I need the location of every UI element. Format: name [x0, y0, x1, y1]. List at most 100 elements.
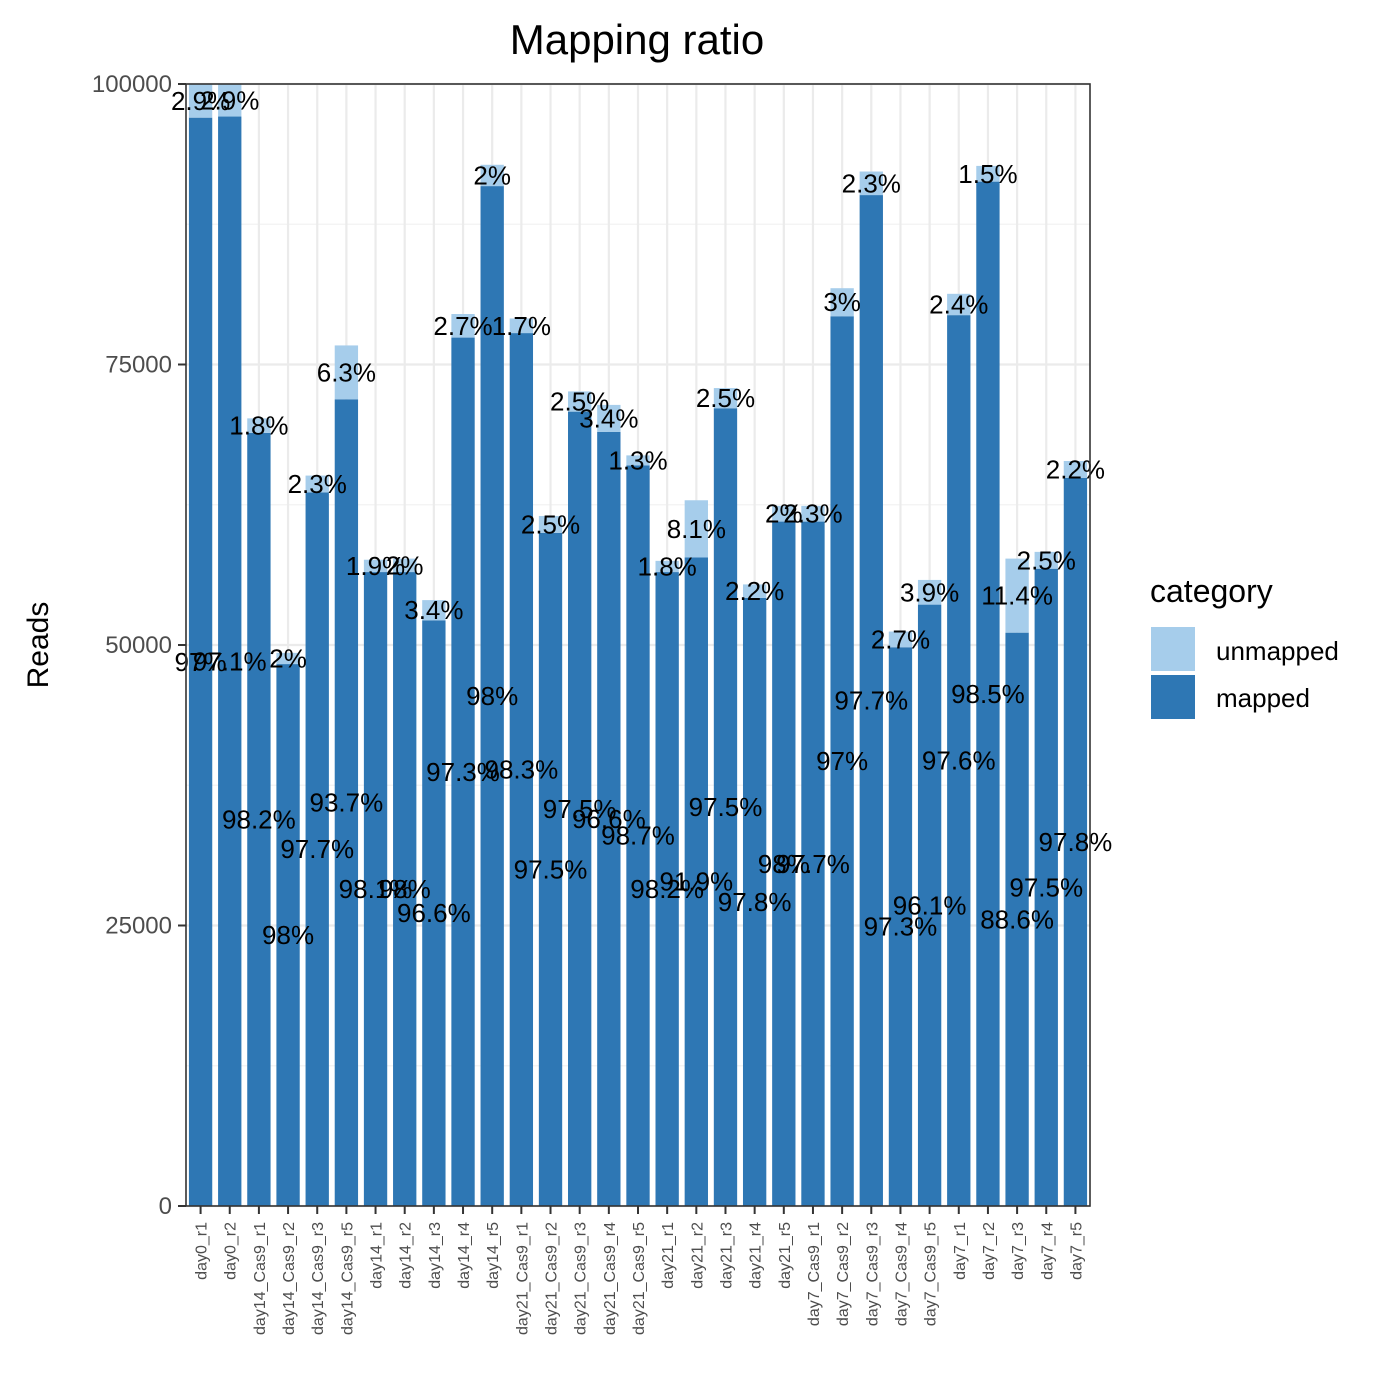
data-label-mapped: 97.6% [922, 746, 996, 776]
data-label-mapped: 98% [466, 681, 518, 711]
legend-label-unmapped: unmapped [1216, 636, 1339, 666]
bar-mapped [247, 432, 271, 1206]
x-tick-label: day7_Cas9_r3 [864, 1222, 881, 1326]
bar-unmapped [713, 388, 738, 409]
x-tick-label: day7_r3 [1010, 1222, 1027, 1280]
data-label-unmapped: 2.9% [200, 85, 259, 115]
legend: category unmapped mapped [1150, 573, 1339, 719]
bar-mapped [947, 315, 971, 1207]
bar-mapped [976, 181, 1000, 1206]
data-label-unmapped: 2% [473, 160, 511, 190]
data-label-unmapped: 11.4% [981, 581, 1053, 611]
data-label-mapped: 97.7% [776, 849, 850, 879]
data-label-mapped: 98% [758, 849, 810, 879]
data-label-mapped: 97.1% [193, 646, 267, 676]
legend-title: category [1150, 573, 1273, 609]
x-tick-label: day7_Cas9_r5 [923, 1222, 940, 1326]
data-label-layer: 97% 2.9% 97.1% 2.9% 98.2% 1.8% 98% 2% 97.7% 2.3% 9… [171, 85, 1112, 950]
data-label-mapped: 97.5% [514, 854, 588, 884]
x-tick-label: day0_r1 [194, 1222, 211, 1280]
bar-mapped [276, 664, 300, 1206]
bar-mapped [480, 186, 504, 1207]
data-label-unmapped: 3% [823, 287, 861, 317]
bar-unmapped [655, 560, 679, 573]
data-label-mapped: 97% [816, 746, 868, 776]
data-label-mapped: 97.3% [864, 912, 938, 942]
data-label-unmapped: 1.3% [608, 445, 667, 475]
data-label-mapped: 97.3% [426, 757, 500, 787]
bar-layer [188, 84, 1088, 1207]
x-tick-label: day14_r2 [398, 1222, 415, 1289]
x-tick-label: day21_r5 [777, 1222, 794, 1289]
bar-unmapped [597, 404, 621, 432]
x-tick-label: day7_r2 [981, 1222, 998, 1280]
y-axis-title: Reads [22, 602, 55, 689]
data-label-unmapped: 2.2% [725, 576, 784, 606]
bar-mapped [305, 492, 329, 1207]
data-label-unmapped: 2.4% [929, 289, 988, 319]
data-label-unmapped: 2% [269, 643, 307, 673]
data-label-unmapped: 2.3% [783, 499, 842, 529]
legend-key-mapped [1151, 675, 1195, 719]
x-tick-label: day21_r3 [718, 1222, 735, 1289]
data-label-unmapped: 3.9% [900, 577, 959, 607]
bar-mapped [655, 572, 679, 1206]
bar-unmapped [422, 600, 446, 621]
data-label-unmapped: 2.5% [550, 387, 609, 417]
x-tick-label: day21_Cas9_r2 [544, 1222, 561, 1335]
bar-unmapped [1063, 460, 1088, 478]
data-label-mapped: 98.3% [484, 755, 558, 785]
bar-unmapped [742, 584, 767, 598]
bar-mapped [626, 465, 650, 1207]
x-tick-label: day7_Cas9_r1 [806, 1222, 823, 1326]
bar-mapped [713, 408, 738, 1206]
data-label-unmapped: 2.3% [842, 168, 901, 198]
bar-unmapped [568, 391, 592, 412]
data-label-unmapped: 2.5% [521, 509, 580, 539]
x-tick-label: day21_Cas9_r4 [602, 1222, 619, 1335]
x-tick-label: day14_r1 [369, 1222, 386, 1289]
bar-unmapped [451, 314, 475, 338]
bar-unmapped [1005, 558, 1029, 633]
x-tick-label: day21_Cas9_r1 [514, 1222, 531, 1335]
data-label-unmapped: 2.7% [433, 311, 492, 341]
data-label-mapped: 97.5% [1009, 872, 1083, 902]
bar-mapped [334, 399, 359, 1207]
data-label-mapped: 98% [262, 920, 314, 950]
x-tick-label: day7_Cas9_r2 [835, 1222, 852, 1326]
x-tick-label: day7_r1 [952, 1222, 969, 1280]
bar-unmapped [1034, 551, 1058, 569]
x-tick-label: day14_r3 [427, 1222, 444, 1289]
bar-mapped [218, 116, 242, 1207]
bar-mapped [684, 557, 708, 1206]
data-label-mapped: 93.7% [310, 788, 384, 818]
data-label-unmapped: 8.1% [667, 514, 726, 544]
bar-unmapped [830, 288, 854, 317]
bar-unmapped [334, 345, 359, 400]
x-tick-label: day7_r4 [1039, 1222, 1056, 1280]
data-label-unmapped: 1.5% [958, 159, 1017, 189]
x-tick-label: day0_r2 [223, 1222, 240, 1280]
data-label-mapped: 98% [379, 874, 431, 904]
data-label-unmapped: 2.5% [696, 383, 755, 413]
bar-mapped [830, 316, 854, 1206]
bar-unmapped [917, 579, 942, 605]
data-label-mapped: 98.7% [601, 821, 675, 851]
legend-key-unmapped [1151, 627, 1195, 671]
data-label-unmapped: 2% [765, 499, 803, 529]
data-label-unmapped: 2.7% [871, 624, 930, 654]
bar-mapped [393, 572, 417, 1206]
bar-mapped [1063, 477, 1088, 1206]
bar-unmapped [772, 505, 796, 522]
y-tick-label: 0 [159, 1193, 172, 1220]
chart-title: Mapping ratio [510, 16, 764, 63]
data-label-mapped: 97.5% [689, 792, 763, 822]
data-label-mapped: 98.5% [951, 679, 1025, 709]
data-label-unmapped: 1.9% [346, 551, 405, 581]
legend-label-mapped: mapped [1216, 683, 1310, 713]
bar-unmapped [684, 500, 708, 558]
data-label-unmapped: 1.8% [229, 411, 288, 441]
bar-unmapped [276, 652, 300, 665]
data-label-mapped: 98.2% [222, 804, 296, 834]
